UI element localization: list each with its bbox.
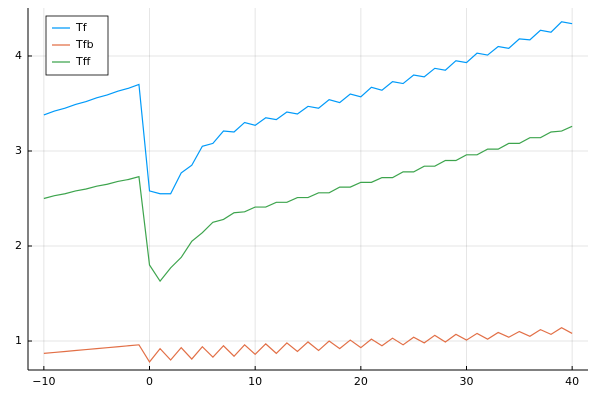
- x-tick-label: −10: [32, 375, 55, 388]
- y-tick-label: 3: [15, 144, 22, 157]
- x-tick-label: 30: [459, 375, 473, 388]
- x-tick-label: 0: [146, 375, 153, 388]
- series-line: [43, 125, 573, 283]
- y-tick-label: 2: [15, 239, 22, 252]
- y-tick-label: 1: [15, 334, 22, 347]
- x-tick-label: 20: [354, 375, 368, 388]
- legend-label: Tfb: [75, 38, 94, 51]
- x-tick-label: 10: [248, 375, 262, 388]
- x-tick-label: 40: [565, 375, 579, 388]
- legend-label: Tff: [75, 55, 91, 68]
- legend-label: Tf: [75, 21, 88, 34]
- series-line: [43, 327, 573, 363]
- y-tick-label: 4: [15, 49, 22, 62]
- series-line: [43, 21, 573, 195]
